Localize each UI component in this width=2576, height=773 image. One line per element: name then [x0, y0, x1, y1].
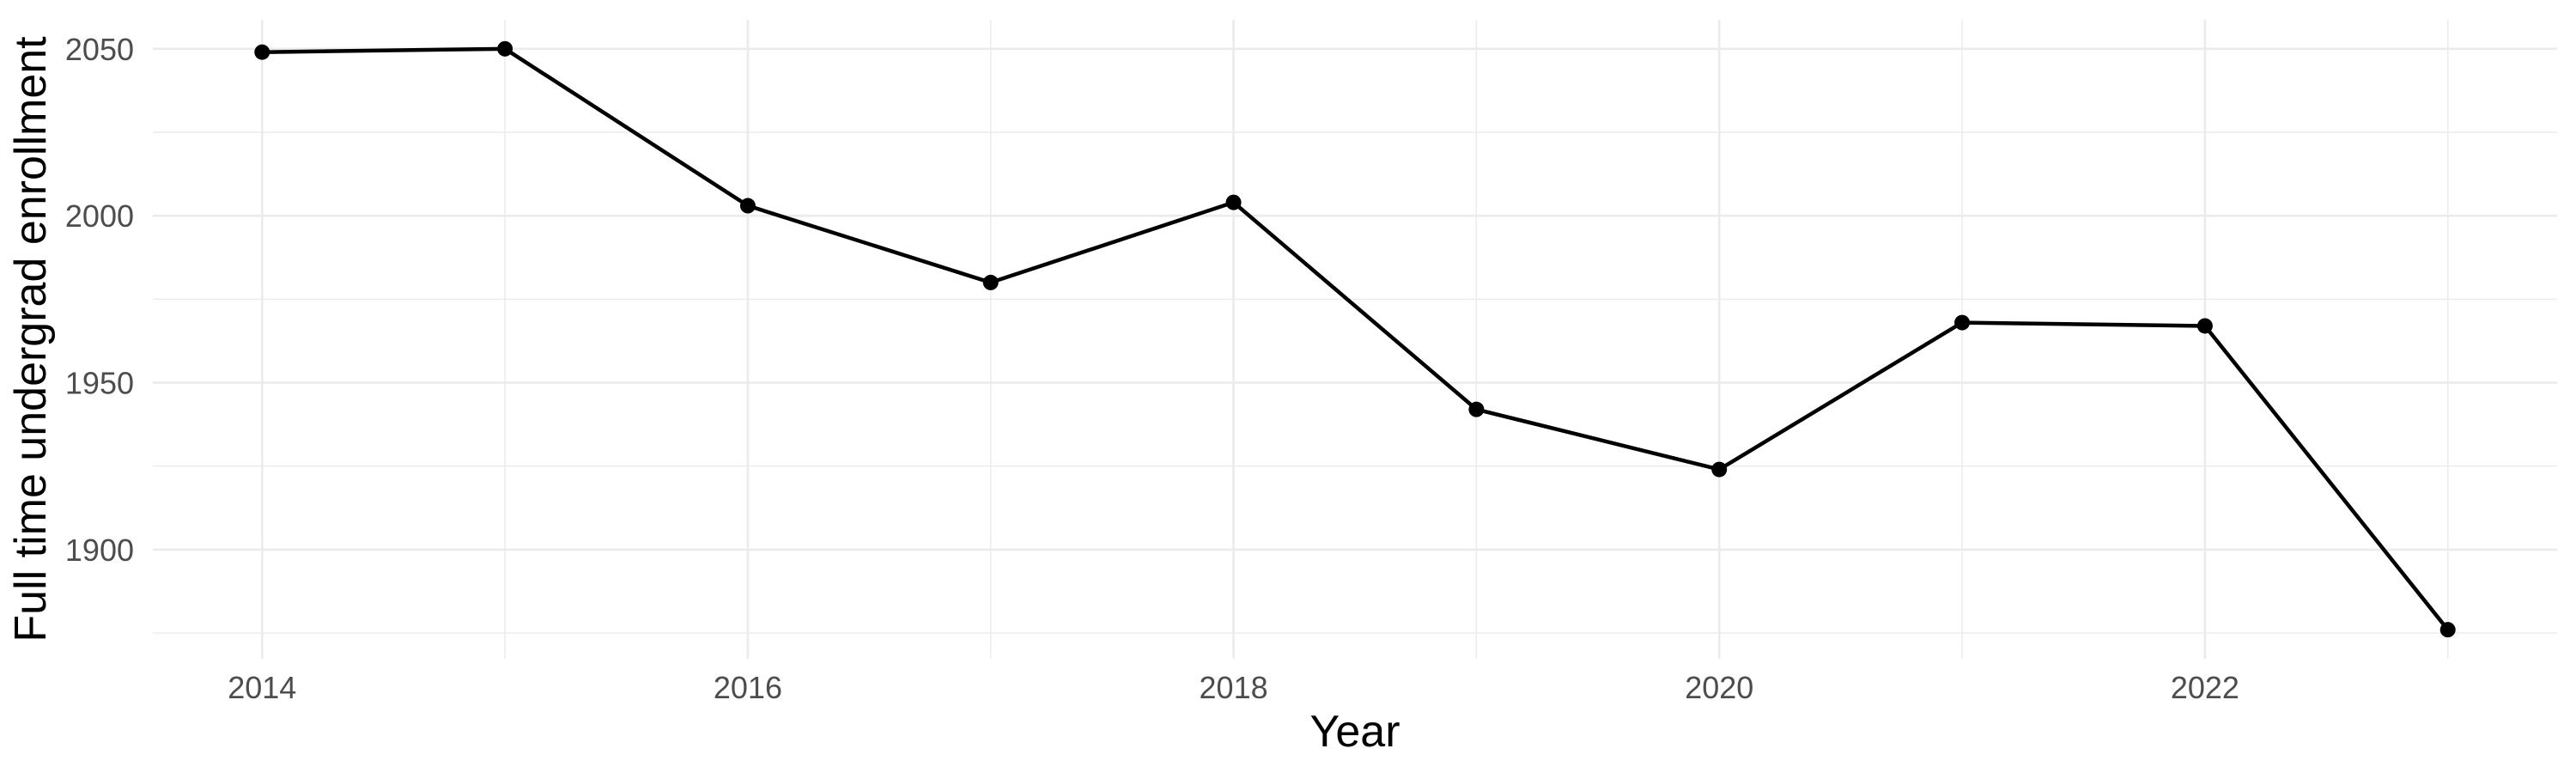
x-axis-tick-label: 2020 — [1685, 670, 1753, 705]
y-axis-tick-label: 1950 — [65, 366, 134, 401]
y-axis-title: Full time undergrad enrollment — [6, 36, 56, 642]
data-point — [1711, 461, 1728, 478]
data-point — [1468, 401, 1485, 417]
y-axis-tick-label: 2050 — [65, 32, 134, 67]
data-point — [1225, 194, 1242, 210]
x-axis-tick-label: 2014 — [228, 670, 296, 705]
y-axis-tick-labels: 2050 2000 1950 1900 — [65, 32, 134, 568]
data-point — [1954, 314, 1971, 331]
data-point — [497, 40, 513, 57]
enrollment-series-line — [262, 46, 2450, 631]
x-axis-tick-label: 2016 — [714, 670, 782, 705]
major-gridlines — [153, 20, 2557, 659]
y-axis-tick-label: 1900 — [65, 533, 134, 568]
data-point — [2196, 318, 2213, 334]
data-point — [982, 274, 999, 290]
data-point — [739, 198, 756, 214]
x-axis-tick-label: 2018 — [1200, 670, 1268, 705]
y-axis-tick-label: 2000 — [65, 198, 134, 234]
x-axis-title: Year — [1309, 707, 1400, 757]
x-axis-tick-label: 2022 — [2171, 670, 2239, 705]
data-point — [254, 44, 270, 60]
data-point — [2439, 622, 2456, 638]
enrollment-series-points — [254, 40, 2456, 638]
x-axis-tick-labels: 2014 2016 2018 2020 2022 — [228, 670, 2239, 705]
minor-gridlines — [153, 20, 2557, 659]
